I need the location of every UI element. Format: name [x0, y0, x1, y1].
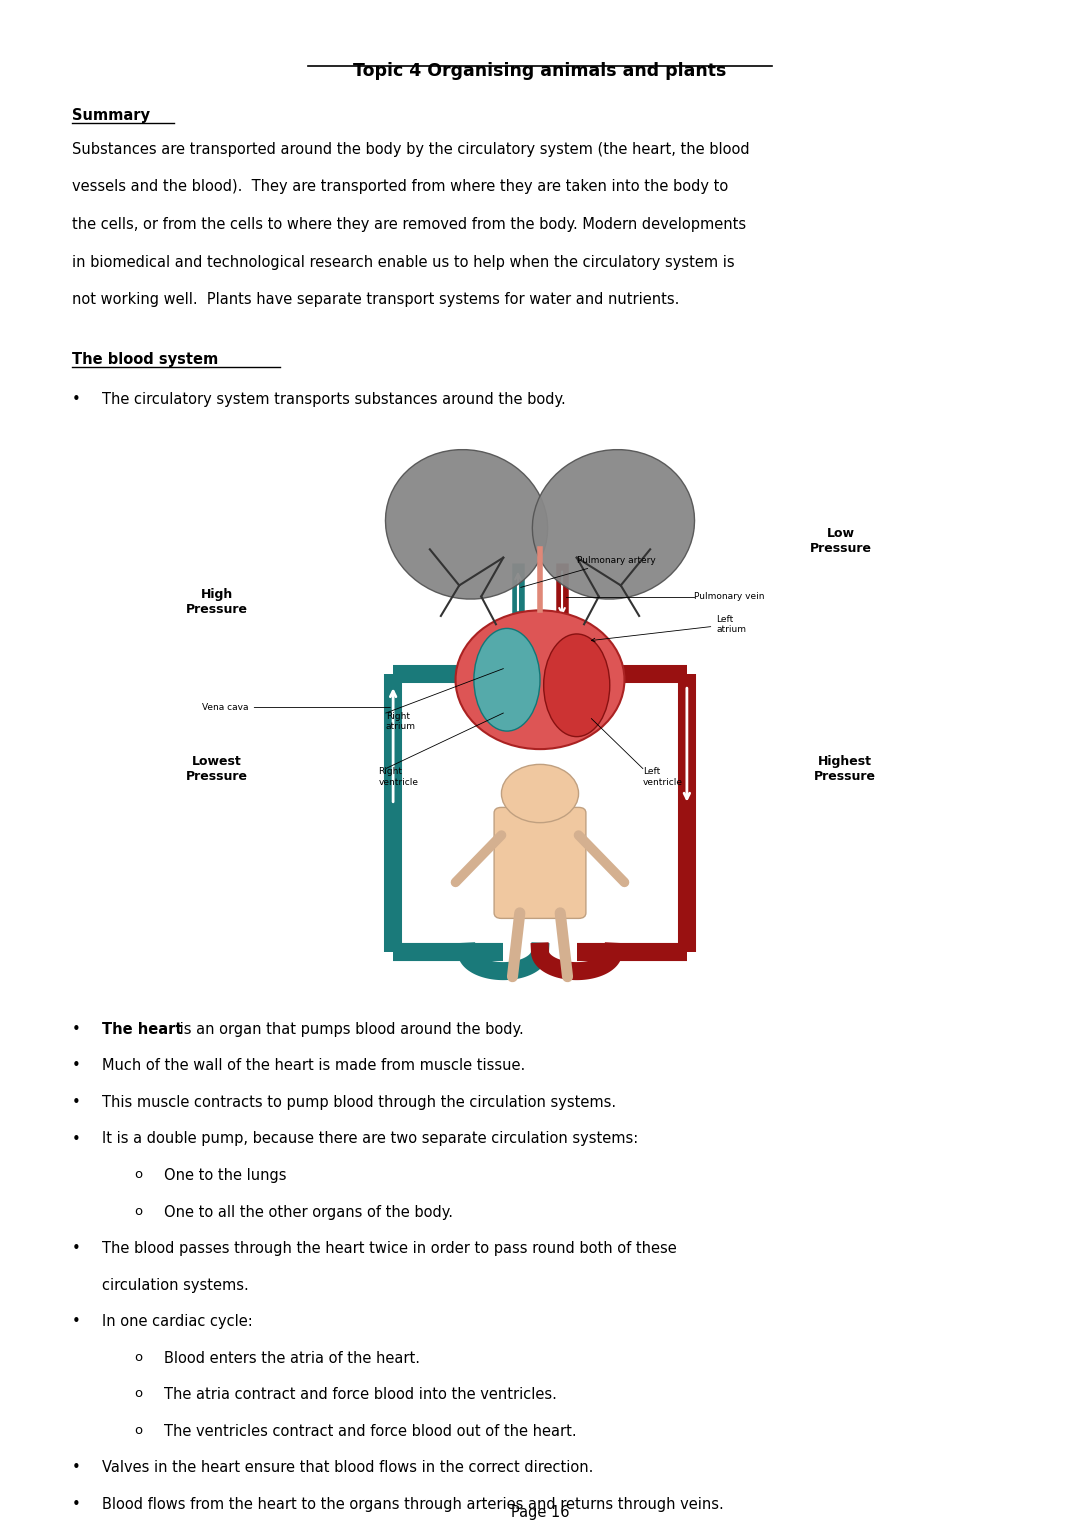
- Text: not working well.  Plants have separate transport systems for water and nutrient: not working well. Plants have separate t…: [72, 292, 679, 307]
- Ellipse shape: [386, 449, 548, 599]
- Text: •: •: [72, 1496, 81, 1512]
- Text: Pulmonary vein: Pulmonary vein: [694, 592, 765, 602]
- Text: •: •: [72, 1241, 81, 1257]
- Text: One to the lungs: One to the lungs: [164, 1168, 286, 1183]
- Text: Topic 4 Organising animals and plants: Topic 4 Organising animals and plants: [353, 63, 727, 79]
- Text: The atria contract and force blood into the ventricles.: The atria contract and force blood into …: [164, 1387, 557, 1402]
- Text: circulation systems.: circulation systems.: [102, 1278, 248, 1292]
- FancyBboxPatch shape: [495, 808, 585, 918]
- Text: It is a double pump, because there are two separate circulation systems:: It is a double pump, because there are t…: [102, 1132, 638, 1147]
- Circle shape: [501, 765, 579, 823]
- Text: The blood system: The blood system: [72, 353, 218, 366]
- Text: Low
Pressure: Low Pressure: [810, 527, 873, 554]
- Text: Valves in the heart ensure that blood flows in the correct direction.: Valves in the heart ensure that blood fl…: [102, 1460, 593, 1475]
- Text: o: o: [134, 1350, 143, 1364]
- Text: Page 16: Page 16: [511, 1506, 569, 1519]
- Text: This muscle contracts to pump blood through the circulation systems.: This muscle contracts to pump blood thro…: [102, 1095, 616, 1110]
- Text: Right
ventricle: Right ventricle: [378, 767, 418, 786]
- Text: •: •: [72, 392, 81, 408]
- Text: One to all the other organs of the body.: One to all the other organs of the body.: [164, 1205, 453, 1220]
- Text: The circulatory system transports substances around the body.: The circulatory system transports substa…: [102, 392, 566, 408]
- Text: vessels and the blood).  They are transported from where they are taken into the: vessels and the blood). They are transpo…: [72, 180, 728, 194]
- Text: High
Pressure: High Pressure: [186, 588, 248, 615]
- Text: Right
atrium: Right atrium: [386, 712, 416, 731]
- Text: •: •: [72, 1058, 81, 1073]
- Text: •: •: [72, 1460, 81, 1475]
- Text: the cells, or from the cells to where they are removed from the body. Modern dev: the cells, or from the cells to where th…: [72, 217, 746, 232]
- Text: o: o: [134, 1168, 143, 1180]
- Ellipse shape: [543, 634, 610, 736]
- Text: •: •: [72, 1095, 81, 1110]
- Text: Substances are transported around the body by the circulatory system (the heart,: Substances are transported around the bo…: [72, 142, 750, 157]
- Text: Lowest
Pressure: Lowest Pressure: [186, 754, 248, 782]
- Text: Summary: Summary: [72, 108, 150, 124]
- Ellipse shape: [456, 611, 624, 750]
- Text: o: o: [134, 1423, 143, 1437]
- Text: Vena cava: Vena cava: [202, 702, 390, 712]
- Text: Blood flows from the heart to the organs through arteries and returns through ve: Blood flows from the heart to the organs…: [102, 1496, 724, 1512]
- Text: o: o: [134, 1387, 143, 1400]
- Text: The heart: The heart: [102, 1022, 183, 1037]
- Text: •: •: [72, 1022, 81, 1037]
- Text: Left
ventricle: Left ventricle: [643, 767, 683, 786]
- Text: in biomedical and technological research enable us to help when the circulatory : in biomedical and technological research…: [72, 255, 734, 269]
- Text: Blood enters the atria of the heart.: Blood enters the atria of the heart.: [164, 1350, 420, 1365]
- Ellipse shape: [474, 629, 540, 731]
- Text: Left
atrium: Left atrium: [592, 614, 746, 641]
- Ellipse shape: [532, 449, 694, 599]
- Text: The blood passes through the heart twice in order to pass round both of these: The blood passes through the heart twice…: [102, 1241, 677, 1257]
- Text: is an organ that pumps blood around the body.: is an organ that pumps blood around the …: [175, 1022, 524, 1037]
- Text: •: •: [72, 1132, 81, 1147]
- Text: •: •: [72, 1315, 81, 1328]
- Text: The ventricles contract and force blood out of the heart.: The ventricles contract and force blood …: [164, 1423, 577, 1438]
- Text: Pulmonary artery: Pulmonary artery: [521, 556, 656, 588]
- Text: Much of the wall of the heart is made from muscle tissue.: Much of the wall of the heart is made fr…: [102, 1058, 525, 1073]
- Text: o: o: [134, 1205, 143, 1217]
- Text: In one cardiac cycle:: In one cardiac cycle:: [102, 1315, 253, 1328]
- Text: Highest
Pressure: Highest Pressure: [813, 754, 876, 782]
